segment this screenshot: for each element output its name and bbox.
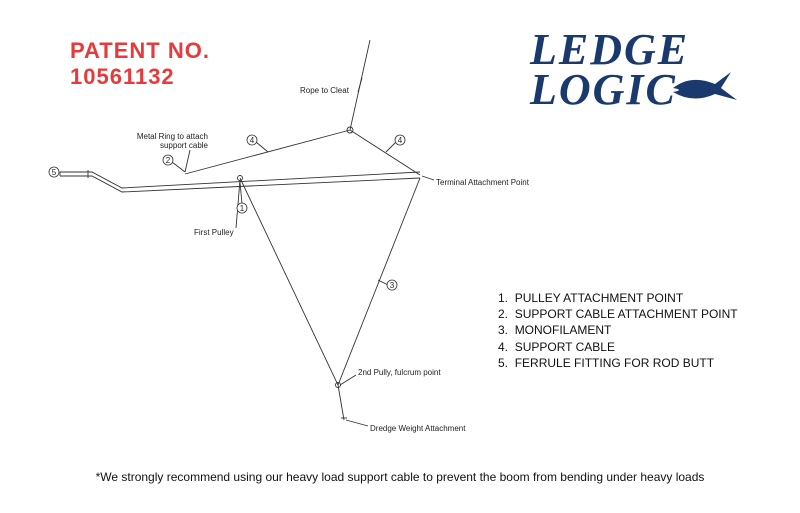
legend-item-1: 1. PULLEY ATTACHMENT POINT — [498, 290, 738, 306]
legend-item-4: 4. SUPPORT CABLE — [498, 339, 738, 355]
marker-2: 2 — [166, 156, 171, 165]
legend-item-3: 3. MONOFILAMENT — [498, 322, 738, 338]
marker-4a: 4 — [250, 136, 255, 145]
footnote-text: *We strongly recommend using our heavy l… — [0, 470, 800, 484]
diagram-number-markers: 5 2 4 4 1 3 — [49, 135, 405, 290]
marker-3: 3 — [390, 281, 395, 290]
marker-5: 5 — [52, 168, 57, 177]
marker-4b: 4 — [398, 136, 403, 145]
legend-item-5: 5. FERRULE FITTING FOR ROD BUTT — [498, 355, 738, 371]
label-dredge: Dredge Weight Attachment — [370, 424, 465, 433]
label-terminal: Terminal Attachment Point — [436, 178, 529, 187]
label-metal-ring: Metal Ring to attach support cable — [128, 132, 208, 150]
label-second-pulley: 2nd Pully, fulcrum point — [358, 368, 441, 377]
label-first-pulley: First Pulley — [194, 228, 234, 237]
label-rope-to-cleat: Rope to Cleat — [300, 86, 349, 95]
legend-item-2: 2. SUPPORT CABLE ATTACHMENT POINT — [498, 306, 738, 322]
patent-diagram: 5 2 4 4 1 3 — [0, 0, 800, 513]
marker-1: 1 — [240, 204, 245, 213]
parts-legend: 1. PULLEY ATTACHMENT POINT 2. SUPPORT CA… — [498, 290, 738, 371]
